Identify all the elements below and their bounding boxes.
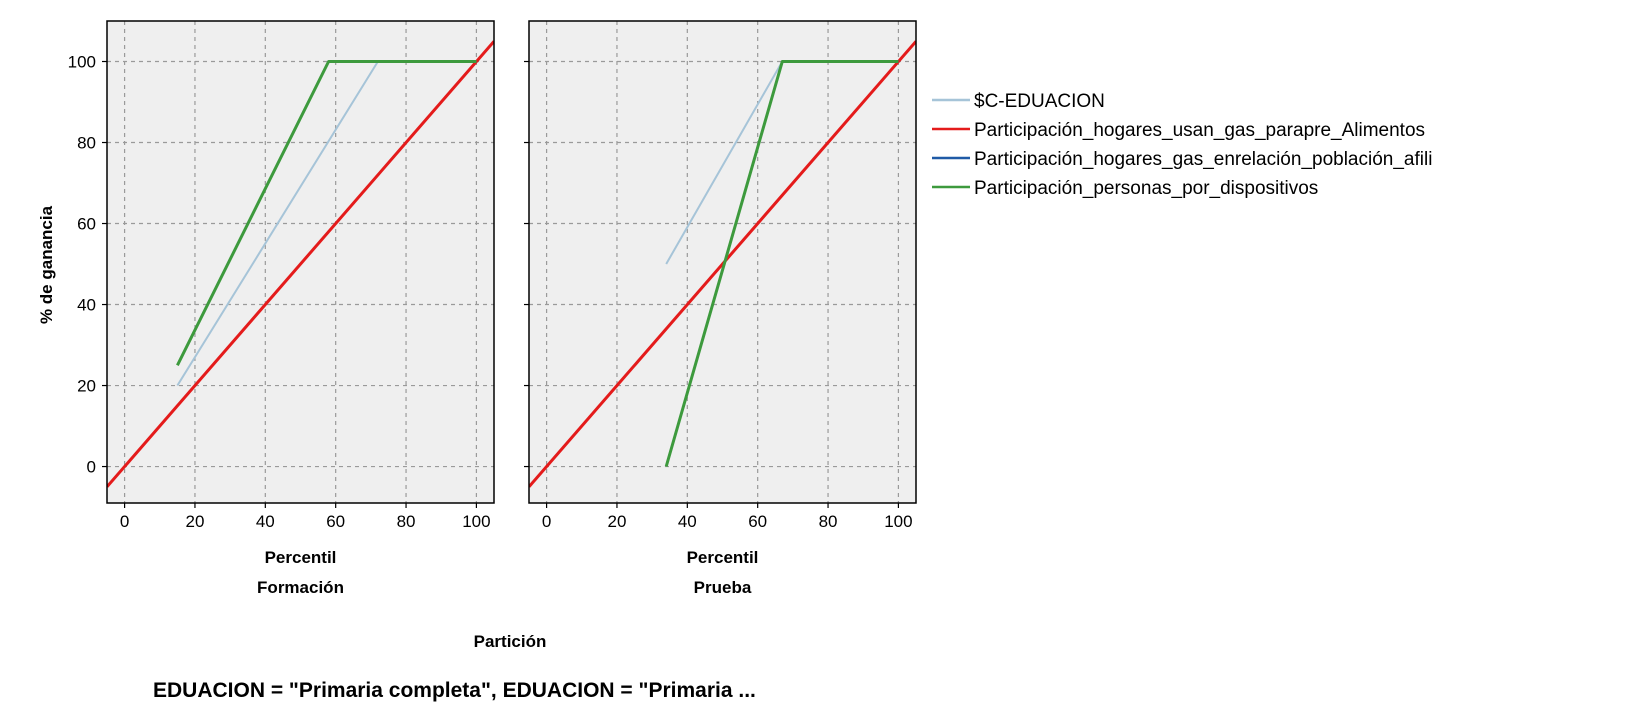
x-tick-label: 20 (607, 512, 626, 531)
x-tick-label: 20 (185, 512, 204, 531)
partition-axis-title: Partición (474, 632, 547, 651)
legend: $C-EDUACION Participación_hogares_usan_ga… (932, 91, 1432, 199)
y-tick-label: 40 (77, 296, 96, 315)
series-line (529, 40, 916, 488)
series-line (664, 60, 899, 467)
y-tick-label: 100 (68, 53, 96, 72)
y-tick-label: 0 (87, 458, 96, 477)
y-tick-label: 20 (77, 377, 96, 396)
x-tick-label: 0 (120, 512, 129, 531)
x-axis-title: Percentil (265, 548, 337, 567)
legend-label: Participación_hogares_gas_enrelación_pob… (974, 149, 1432, 170)
panel-label: Formación (257, 578, 344, 597)
panel-prueba: 0 20 40 60 80 100 Percentil Prueba (524, 20, 917, 597)
legend-label: $C-EDUACION (974, 91, 1105, 112)
x-tick-label: 40 (256, 512, 275, 531)
chart-footer-title: EDUACION = "Primaria completa", EDUACION… (153, 679, 756, 702)
x-tick-label: 40 (678, 512, 697, 531)
x-axis-title: Percentil (687, 548, 759, 567)
x-tick-label: 0 (542, 512, 551, 531)
x-tick-label: 100 (884, 512, 912, 531)
x-tick-label: 60 (748, 512, 767, 531)
panel-formacion: 0 20 40 60 80 100 0 20 40 60 80 100 Percentil Formaci… (68, 20, 495, 597)
series-line (176, 60, 477, 366)
y-tick-label: 60 (77, 215, 96, 234)
series-line (107, 40, 494, 488)
y-axis-title: % de ganancia (37, 205, 56, 324)
panel-label: Prueba (694, 578, 752, 597)
x-tick-label: 60 (326, 512, 345, 531)
legend-label: Participación_personas_por_dispositivos (974, 178, 1318, 199)
x-tick-label: 80 (819, 512, 838, 531)
x-tick-label: 100 (462, 512, 490, 531)
legend-label: Participación_hogares_usan_gas_parapre_A… (974, 120, 1425, 141)
plot-frame (528, 20, 917, 504)
x-tick-label: 80 (397, 512, 416, 531)
plot-frame (106, 20, 495, 504)
y-tick-label: 80 (77, 134, 96, 153)
